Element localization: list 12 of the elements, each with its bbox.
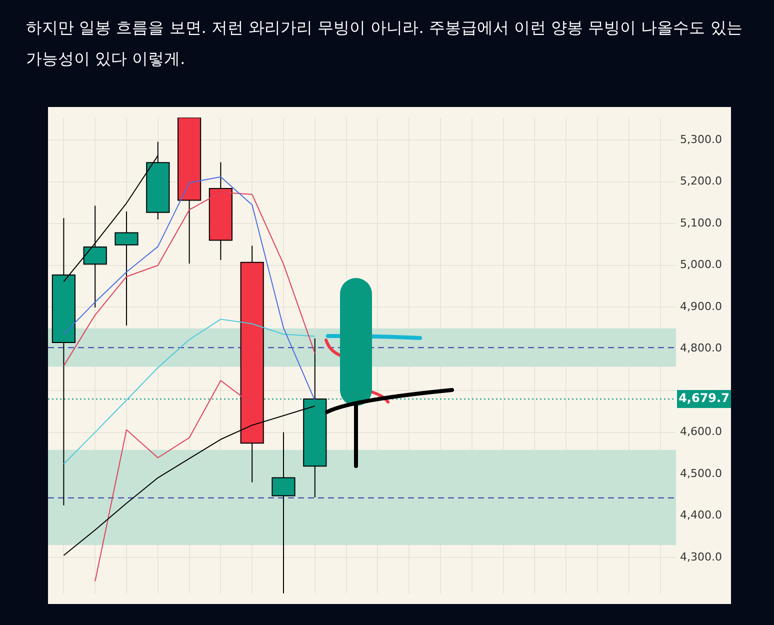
ref-line-label: 4,679.7 bbox=[678, 391, 730, 406]
y-tick-label: 5,100.0 bbox=[680, 216, 722, 230]
y-tick-label: 5,000.0 bbox=[680, 258, 722, 272]
y-tick-label: 5,200.0 bbox=[680, 174, 722, 188]
y-tick-label: 4,600.0 bbox=[680, 425, 722, 438]
y-tick-label: 4,900.0 bbox=[680, 300, 722, 313]
y-tick-label: 4,400.0 bbox=[680, 508, 722, 522]
y-tick-label: 5,300.0 bbox=[680, 132, 722, 146]
y-tick-label: 4,300.0 bbox=[680, 550, 722, 564]
y-tick-label: 4,800.0 bbox=[680, 342, 722, 355]
y-tick-label: 4,500.0 bbox=[680, 466, 722, 480]
chart-title: 하지만 일봉 흐름을 보면. 저런 와리가리 무빙이 아니라. 주봉급에서 이런 양봉 무빙이 나올수도 있는 가능성이 있다 이렇게. bbox=[26, 17, 744, 70]
